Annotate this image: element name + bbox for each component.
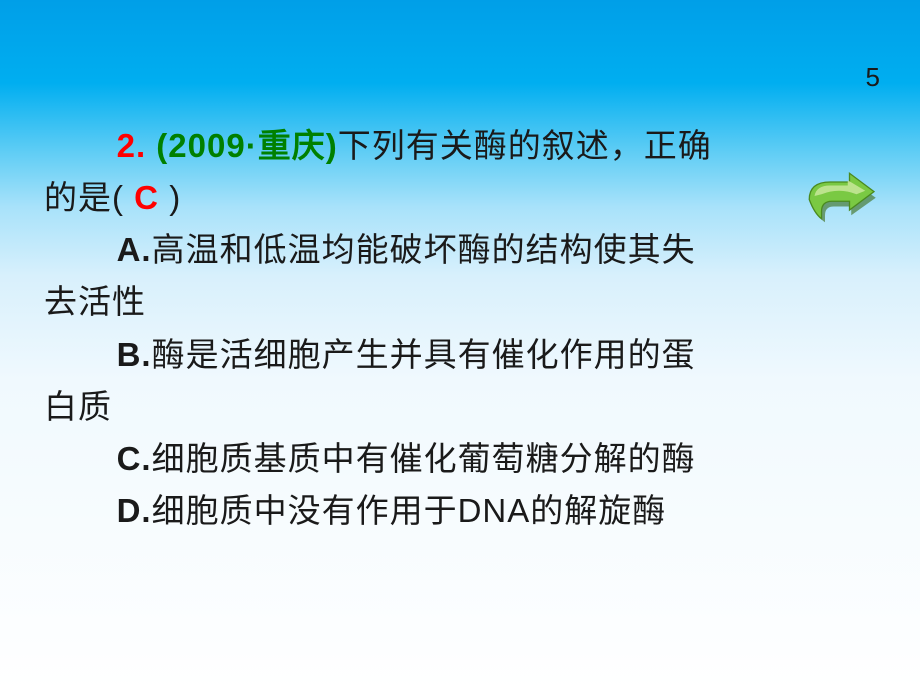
option-a-line-2: 去活性: [44, 276, 876, 328]
question-stem-2: 的是(: [44, 179, 124, 216]
option-b-text-1: 酶是活细胞产生并具有催化作用的蛋: [152, 336, 696, 373]
option-b-line-2: 白质: [44, 381, 876, 433]
option-a-text-1: 高温和低温均能破坏酶的结构使其失: [152, 231, 696, 268]
option-d-text: 细胞质中没有作用于DNA的解旋酶: [152, 492, 667, 529]
answer-letter: C: [134, 179, 159, 216]
question-line-2: 的是( C ): [44, 172, 876, 224]
question-stem-3: ): [169, 179, 181, 216]
page-number: 5: [866, 62, 880, 93]
question-source: (2009·重庆): [156, 127, 337, 164]
option-d-label: D.: [117, 492, 152, 529]
spacer: [124, 179, 134, 216]
option-c-line: C.细胞质基质中有催化葡萄糖分解的酶: [44, 433, 876, 485]
spacer: [146, 127, 156, 164]
spacer: [159, 179, 169, 216]
slide-content: 2. (2009·重庆)下列有关酶的叙述，正确 的是( C ) A.高温和低温均…: [44, 120, 876, 537]
option-a-line-1: A.高温和低温均能破坏酶的结构使其失: [44, 224, 876, 276]
question-line-1: 2. (2009·重庆)下列有关酶的叙述，正确: [44, 120, 876, 172]
redo-arrow-icon[interactable]: [794, 168, 884, 238]
option-a-text-2: 去活性: [44, 283, 146, 320]
option-b-text-2: 白质: [44, 388, 112, 425]
option-a-label: A.: [117, 231, 152, 268]
option-b-label: B.: [117, 336, 152, 373]
arrow-body-path: [809, 173, 874, 219]
option-c-text: 细胞质基质中有催化葡萄糖分解的酶: [152, 440, 696, 477]
slide: 5 2. (2009·重庆)下列有关酶的叙述，正确 的是( C ) A.高温和低…: [0, 0, 920, 690]
question-stem-1: 下列有关酶的叙述，正确: [338, 127, 712, 164]
question-number: 2.: [117, 127, 147, 164]
option-b-line-1: B.酶是活细胞产生并具有催化作用的蛋: [44, 329, 876, 381]
option-d-line: D.细胞质中没有作用于DNA的解旋酶: [44, 485, 876, 537]
option-c-label: C.: [117, 440, 152, 477]
